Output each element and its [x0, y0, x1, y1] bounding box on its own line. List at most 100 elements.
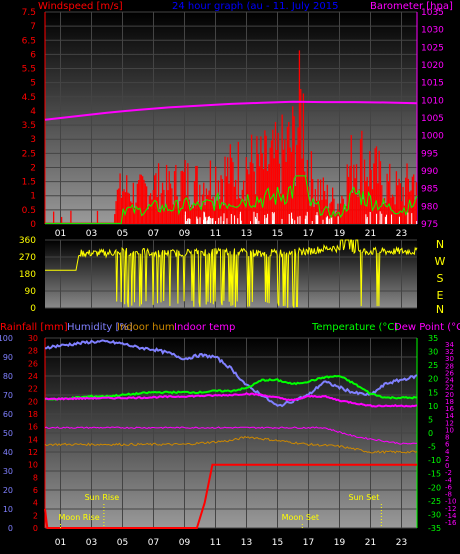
top-plot-area: [45, 12, 417, 224]
wind-tick-label: 2.5: [22, 149, 36, 159]
wind-tick-label: 4.5: [22, 93, 36, 103]
hum-tick-label: 30: [3, 467, 13, 476]
x-tick-label: 13: [241, 538, 252, 548]
x-tick-label: 05: [117, 538, 128, 548]
rainfall-axis-title: Rainfall [mm]: [0, 322, 68, 333]
dew-tick-label: 12: [445, 419, 454, 427]
temp-tick-label: 5: [428, 415, 433, 424]
chart-title: 24 hour graph (au - 11. July 2015: [172, 1, 338, 12]
x-tick-label: 03: [86, 538, 97, 548]
barometer-line: [44, 100, 418, 121]
rain-tick-label: 4: [33, 499, 38, 508]
rain-tick-label: 10: [28, 461, 38, 470]
dew-tick-label: -14: [445, 512, 457, 520]
dew-tick-label: -8: [445, 491, 452, 499]
humidity-line: [45, 339, 418, 408]
dew-tick-label: 18: [445, 398, 454, 406]
baro-tick-label: 980: [421, 202, 438, 212]
temp-tick-label: -20: [428, 483, 441, 492]
temp-tick-label: 35: [428, 334, 438, 343]
x-tick-label: 01: [55, 538, 66, 548]
temp-tick-label: -35: [428, 524, 441, 533]
dew-tick-label: -2: [445, 469, 452, 477]
rain-tick-label: 8: [33, 473, 38, 482]
hum-tick-label: 70: [3, 391, 13, 400]
compass-n-top: N: [436, 238, 444, 251]
temperature-axis-title: Temperature (°C): [311, 322, 398, 333]
temp-tick-label: -10: [428, 456, 441, 465]
temp-tick-label: -30: [428, 510, 441, 519]
indoor-temp-line: [44, 392, 418, 408]
annotation-label: Moon Rise: [59, 513, 100, 522]
temp-tick-label: 15: [428, 388, 438, 397]
wind-tick-label: 5: [30, 79, 36, 89]
x-tick-label: 19: [334, 538, 346, 548]
rainfall-line: [44, 463, 417, 529]
temp-tick-label: -15: [428, 470, 441, 479]
rain-tick-label: 0: [33, 524, 38, 533]
x-tick-label: 15: [272, 229, 283, 239]
x-tick-label: 17: [303, 538, 314, 548]
x-tick-label: 21: [365, 229, 376, 239]
dew-tick-label: 34: [445, 341, 454, 349]
rain-tick-label: 14: [28, 435, 38, 444]
wind-tick-label: 0.5: [22, 206, 36, 216]
wind-tick-label: 6: [30, 50, 36, 60]
x-tick-label: 09: [179, 229, 191, 239]
dew-tick-label: 14: [445, 412, 454, 420]
wind-direction-line: [45, 239, 418, 308]
temp-tick-label: -25: [428, 497, 441, 506]
wind-tick-label: 4: [30, 107, 36, 117]
x-tick-label: 19: [334, 229, 346, 239]
temp-tick-label: 25: [428, 361, 438, 370]
dew-tick-label: 26: [445, 369, 454, 377]
wind-tick-label: 7.5: [22, 8, 36, 18]
dew-tick-label: -6: [445, 483, 453, 491]
x-tick-label: 03: [86, 229, 97, 239]
temp-tick-label: -5: [428, 443, 436, 452]
rain-tick-label: 28: [28, 347, 38, 356]
baro-tick-label: 1035: [421, 8, 444, 18]
temperature-line: [44, 374, 418, 401]
temp-tick-label: 20: [428, 375, 438, 384]
baro-tick-label: 995: [421, 149, 438, 159]
x-tick-label: 07: [148, 538, 159, 548]
dew-tick-label: 2: [445, 455, 449, 463]
wind-tick-label: 5.5: [22, 65, 36, 75]
wind-tick-label: 7: [30, 22, 36, 32]
hum-tick-label: 0: [8, 524, 13, 533]
rain-tick-label: 6: [33, 486, 38, 495]
rain-tick-label: 16: [28, 423, 38, 432]
dew-tick-label: 32: [445, 348, 454, 356]
x-tick-label: 05: [117, 229, 128, 239]
baro-tick-label: 1030: [421, 26, 444, 36]
wind-average-line: [45, 175, 418, 224]
hum-tick-label: 100: [0, 334, 13, 343]
dir-tick-label: 360: [19, 236, 36, 246]
rain-tick-label: 30: [28, 334, 38, 343]
annotation-label: Sun Set: [348, 493, 379, 502]
x-tick-label: 15: [272, 538, 283, 548]
temp-tick-label: 30: [428, 348, 438, 357]
baro-tick-label: 985: [421, 185, 438, 195]
temp-tick-label: 10: [428, 402, 438, 411]
annotation-label: Sun Rise: [85, 493, 120, 502]
baro-tick-label: 990: [421, 167, 438, 177]
windspeed-axis-title: Windspeed [m/s]: [38, 1, 123, 12]
indoor-temp-label: Indoor temp: [174, 322, 235, 333]
dir-tick-label: 180: [19, 270, 36, 280]
x-tick-label: 11: [210, 229, 221, 239]
baro-tick-label: 1010: [421, 96, 444, 106]
wind-tick-label: 3: [30, 135, 36, 145]
indoor-hum-label: Indoor hum: [117, 322, 175, 333]
dew-tick-label: 30: [445, 355, 454, 363]
hum-tick-label: 50: [3, 429, 13, 438]
dir-tick-label: 0: [30, 304, 36, 314]
x-tick-label: 13: [241, 229, 252, 239]
wind-tick-label: 3.5: [22, 121, 36, 131]
dewpoint-line: [44, 426, 418, 445]
baro-tick-label: 1020: [421, 61, 444, 71]
rain-tick-label: 24: [28, 372, 38, 381]
annotation-label: Moon Set: [282, 513, 319, 522]
